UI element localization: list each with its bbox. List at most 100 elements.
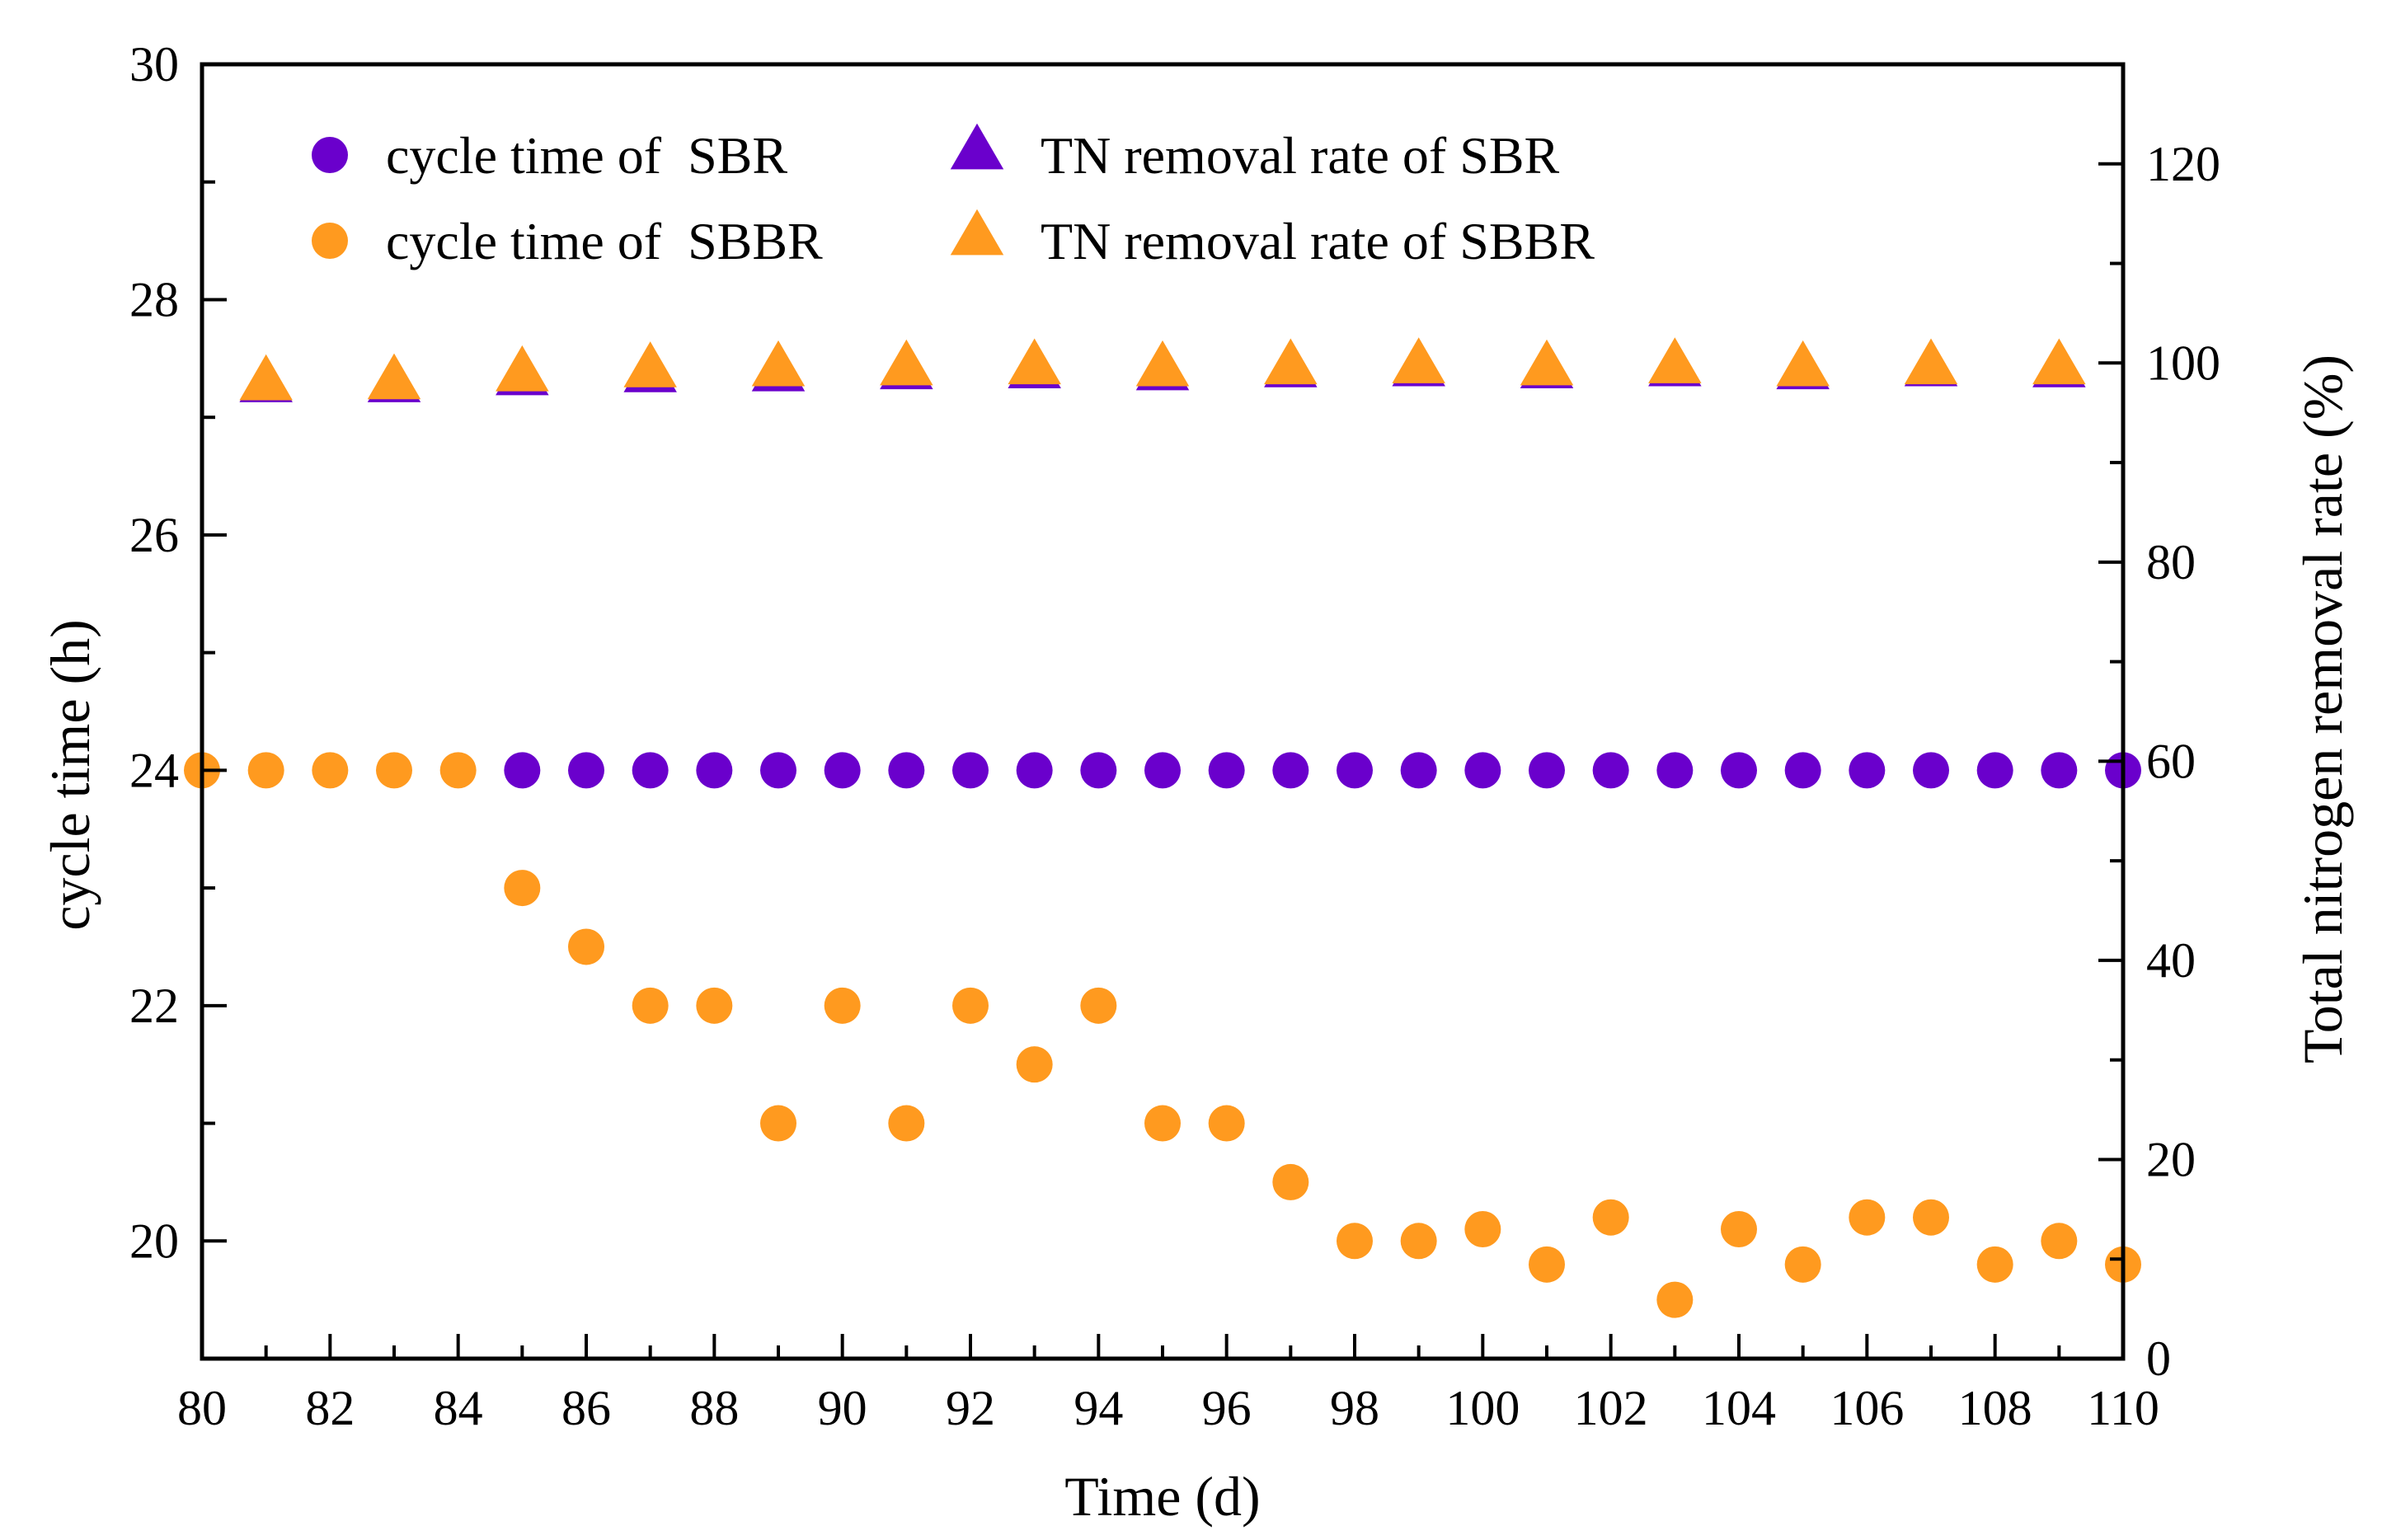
series-0-point — [1272, 752, 1309, 789]
x-tick-label: 86 — [561, 1381, 611, 1435]
series-0-point — [1849, 752, 1886, 789]
series-0-point — [568, 752, 604, 789]
series-1-point — [1656, 1281, 1694, 1318]
y2-tick-label: 60 — [2146, 734, 2196, 788]
y2-tick-label: 20 — [2146, 1132, 2196, 1186]
series-0-point — [632, 752, 669, 789]
series-1-point — [1144, 1105, 1181, 1142]
series-0-point — [952, 752, 989, 789]
series-1-point — [824, 987, 861, 1024]
series-0-point — [504, 752, 541, 789]
series-1-point — [2041, 1223, 2078, 1260]
data-marks — [184, 337, 2141, 1318]
y2-tick-label: 40 — [2146, 933, 2196, 988]
series-3-point — [751, 340, 806, 387]
series-0-point — [888, 752, 925, 789]
x-tick-label: 110 — [2087, 1381, 2159, 1435]
y-axis-title: cycle time (h) — [39, 619, 101, 931]
series-3-point — [1135, 340, 1190, 387]
series-1-point — [1080, 987, 1117, 1024]
x-tick-label: 80 — [177, 1381, 227, 1435]
x-tick-label: 100 — [1445, 1381, 1520, 1435]
axis-ticks: 80 82 84 86 88 90 92 94 96 98 100 102 104 106 108 110 20… — [129, 37, 2220, 1435]
y-tick-label: 24 — [129, 743, 179, 797]
series-1-point — [1913, 1199, 1949, 1236]
y2-tick-label: 120 — [2146, 137, 2220, 191]
y-tick-label: 22 — [129, 979, 179, 1033]
series-3-point — [1520, 339, 1574, 386]
x-tick-label: 92 — [946, 1381, 995, 1435]
series-3-point — [496, 345, 549, 392]
y-tick-label: 26 — [129, 508, 179, 562]
x-tick-label: 104 — [1702, 1381, 1776, 1435]
x-tick-label: 106 — [1830, 1381, 1904, 1435]
series-1-point — [1721, 1211, 1757, 1247]
series-1-point — [1529, 1246, 1565, 1283]
x-tick-label: 102 — [1574, 1381, 1648, 1435]
series-0-point — [1016, 752, 1053, 789]
series-3-point — [1392, 337, 1445, 383]
series-0-point — [1976, 752, 2013, 789]
legend-marker-3 — [950, 209, 1004, 256]
series-1-point — [1272, 1163, 1309, 1200]
series-0-point — [1208, 752, 1245, 789]
legend-label-1: cycle time of SBBR — [386, 212, 823, 270]
y2-tick-label: 100 — [2146, 336, 2220, 390]
legend-marker-2 — [950, 123, 1004, 170]
x-tick-label: 88 — [689, 1381, 739, 1435]
legend: cycle time of SBR cycle time of SBBR TN re… — [312, 123, 1595, 270]
series-0-point — [1080, 752, 1117, 789]
series-1-point — [504, 870, 541, 907]
y-tick-label: 30 — [129, 37, 179, 92]
series-1-point — [888, 1105, 925, 1142]
series-1-point — [1016, 1046, 1053, 1083]
series-1-point — [1208, 1105, 1245, 1142]
x-tick-label: 96 — [1202, 1381, 1252, 1435]
series-3-point — [1776, 340, 1830, 387]
series-0-point — [1784, 752, 1821, 789]
series-0-point — [696, 752, 733, 789]
x-axis-title: Time (d) — [1064, 1465, 1260, 1528]
series-3-point — [1904, 338, 1958, 385]
legend-marker-1 — [312, 223, 348, 259]
x-tick-label: 90 — [818, 1381, 867, 1435]
series-3-point — [1264, 338, 1318, 385]
series-1-point — [760, 1105, 796, 1142]
legend-label-2: TN removal rate of SBR — [1041, 126, 1560, 185]
series-0-point — [1144, 752, 1181, 789]
series-1-point — [952, 987, 989, 1024]
series-0-point — [1337, 752, 1373, 789]
series-1-point — [1400, 1223, 1437, 1260]
series-0-point — [1592, 752, 1629, 789]
x-tick-label: 94 — [1074, 1381, 1123, 1435]
series-0-point — [1721, 752, 1757, 789]
series-1-point — [312, 752, 349, 789]
series-3-point — [1648, 337, 1702, 383]
series-0-point — [1529, 752, 1565, 789]
series-0-point — [1913, 752, 1949, 789]
y2-tick-label: 80 — [2146, 535, 2196, 589]
series-1-point — [1784, 1246, 1821, 1283]
y2-axis-title: Total nitrogen removal rate (%) — [2291, 354, 2354, 1063]
series-1-point — [1464, 1211, 1501, 1247]
series-3-point — [623, 341, 677, 387]
series-0-point — [1656, 752, 1694, 789]
series-3-point — [239, 354, 293, 401]
x-tick-label: 108 — [1958, 1381, 2032, 1435]
series-1-point — [439, 752, 477, 789]
legend-label-0: cycle time of SBR — [386, 126, 787, 185]
y2-tick-label: 0 — [2146, 1331, 2171, 1386]
y-tick-label: 28 — [129, 272, 179, 326]
series-0-point — [1464, 752, 1501, 789]
series-3-point — [880, 339, 933, 386]
series-1-point — [568, 928, 604, 965]
x-tick-label: 84 — [434, 1381, 483, 1435]
legend-marker-0 — [312, 137, 348, 173]
series-1-point — [376, 752, 412, 789]
x-tick-label: 82 — [305, 1381, 355, 1435]
series-1-point — [1337, 1223, 1373, 1260]
series-0-point — [760, 752, 796, 789]
series-1-point — [1849, 1199, 1886, 1236]
series-3-point — [2032, 338, 2086, 385]
